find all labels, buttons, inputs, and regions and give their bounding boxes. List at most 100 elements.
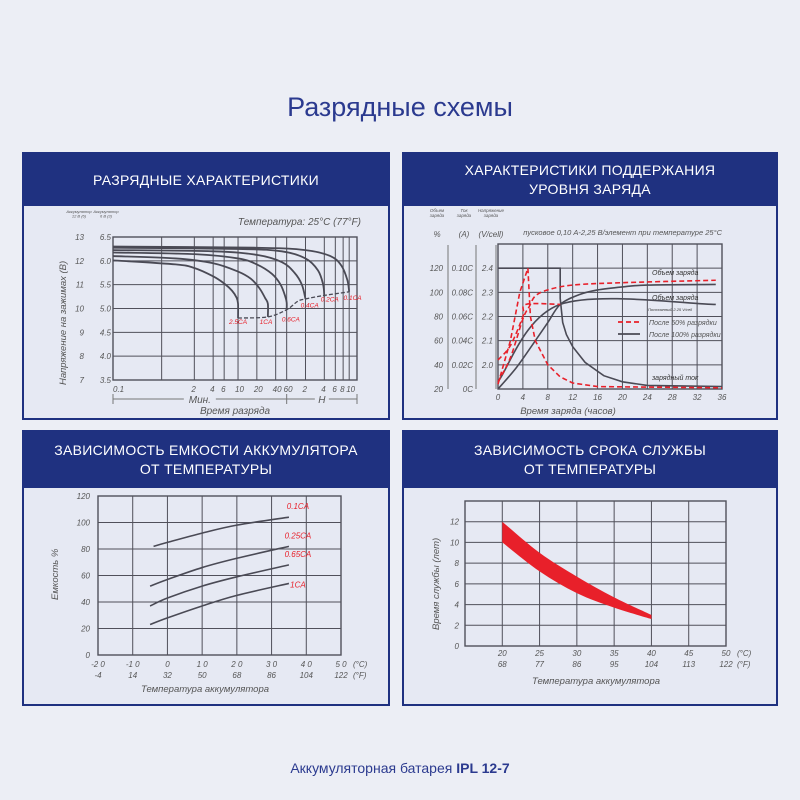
group-label-bg [314, 393, 329, 405]
axis-header-small: Напряжение заряда [478, 208, 505, 218]
y-tick-label-pct: 60 [434, 337, 443, 346]
y-axis-label: Время службы (лет) [431, 538, 442, 630]
y-tick-label: 8 [80, 352, 85, 361]
x-tick-label-c: 40 [647, 649, 656, 658]
series-line-1CA [149, 582, 290, 626]
y-tick-label-6v: 5.0 [100, 305, 112, 314]
panel-title: РАЗРЯДНЫЕ ХАРАКТЕРИСТИКИ [93, 171, 319, 188]
x-tick-label: 16 [593, 393, 602, 402]
x-tick-label: 40 [273, 385, 282, 394]
y-tick-label-A: 0.02C [452, 361, 474, 370]
y-tick-label-pct: 100 [430, 288, 444, 297]
x-axis-label: Время разряда [200, 406, 271, 417]
x-unit-c: (°C) [737, 649, 752, 658]
axis-unit: % [433, 230, 440, 239]
cutoff-line [238, 291, 350, 319]
x-tick-label-c: 35 [610, 649, 619, 658]
y-tick-label: 120 [77, 492, 91, 501]
series-line-1CA [112, 255, 269, 317]
x-tick-label: 8 [546, 393, 551, 402]
y-tick-label-A: 0C [463, 385, 473, 394]
x-tick-label-f: 68 [232, 671, 241, 680]
x-tick-label-f: 104 [645, 660, 659, 669]
x-tick-label-f: -4 [94, 671, 102, 680]
x-tick-label: 60 [284, 385, 293, 394]
y-tick-label-6v: 5.5 [100, 281, 112, 290]
y-tick-label: 12 [75, 257, 84, 266]
y-tick-label-pct: 20 [433, 385, 443, 394]
y-tick-label-pct: 40 [434, 361, 443, 370]
x-tick-label-c: 25 [534, 649, 544, 658]
y-tick-label-6v: 4.0 [100, 352, 112, 361]
y-tick-label-V: 2.3 [481, 288, 494, 297]
chart-title: Температура: 25°C (77°F) [238, 217, 361, 228]
x-tick-label-c: 4 0 [301, 660, 313, 669]
y-header-12v: Аккумулятор 12 В (6) [65, 209, 92, 219]
x-tick-label: 10 [346, 385, 355, 394]
x-tick-label: 6 [332, 385, 337, 394]
plot-frame [464, 500, 727, 647]
x-tick-label-c: 0 [165, 660, 170, 669]
panel-title: ЗАВИСИМОСТЬ ЕМКОСТИ АККУМУЛЯТОРА [54, 442, 358, 458]
series-current-100 [498, 267, 723, 388]
y-tick-label-6v: 6.5 [100, 233, 112, 242]
y-tick-label: 0 [86, 651, 91, 660]
series-label: 0.2CA [321, 296, 339, 303]
x-tick-label-f: 104 [300, 671, 314, 680]
y-tick-label: 10 [75, 305, 84, 314]
series-label: 2.5CA [228, 319, 247, 326]
panel-discharge: РАЗРЯДНЫЕ ХАРАКТЕРИСТИКИ [22, 152, 390, 420]
series-volume-100 [497, 283, 716, 390]
panel-title: ХАРАКТЕРИСТИКИ ПОДДЕРЖАНИЯ [464, 162, 716, 178]
axis-unit: (A) [459, 230, 470, 239]
series-line-0.4CA [112, 249, 307, 300]
annotation: Постоянный 2.25 V/cell [648, 307, 692, 312]
y-tick-label-pct: 120 [430, 264, 444, 273]
y-tick-label-6v: 4.5 [100, 328, 112, 337]
y-tick-label-V: 2.0 [481, 361, 494, 370]
series-line-0.1CA [112, 245, 351, 292]
x-tick-label: 0.1 [113, 385, 124, 394]
series-label: 0.25CA [285, 531, 312, 540]
y-axis-label: Емкость % [50, 548, 61, 600]
x-tick-label-c: 20 [497, 649, 507, 658]
panel-header: ЗАВИСИМОСТЬ ЕМКОСТИ АККУМУЛЯТОРА ОТ ТЕМПЕ… [24, 432, 388, 488]
series-label: 0.1CA [287, 502, 309, 511]
series-current-50 [497, 267, 723, 389]
y-tick-label-A: 0.04C [452, 337, 474, 346]
y-header-6v: Аккумулятор 6 В (3) [92, 209, 119, 219]
series-label: 0.6CA [282, 317, 300, 324]
panel-title: ОТ ТЕМПЕРАТУРЫ [139, 461, 273, 477]
x-tick-label: 24 [642, 393, 652, 402]
x-tick-label: 4 [321, 385, 326, 394]
plot-frame [497, 243, 723, 390]
series-label: 0.4CA [301, 302, 319, 309]
x-tick-label: 2 [301, 385, 307, 394]
legend-label: После 50% разрядки [649, 319, 717, 327]
axis-header-small: Ток заряда [456, 208, 472, 218]
y-tick-label: 2 [454, 621, 460, 630]
panel-header: ЗАВИСИМОСТЬ СРОКА СЛУЖБЫ ОТ ТЕМПЕРАТУРЫ [404, 432, 776, 488]
series-label: 1CA [260, 319, 273, 326]
x-unit-c: (°C) [353, 660, 368, 669]
series-line-0.1CA [153, 516, 290, 548]
x-tick-label-f: 14 [128, 671, 137, 680]
x-tick-label-f: 95 [610, 660, 619, 669]
panel-title: ЗАВИСИМОСТЬ СРОКА СЛУЖБЫ [473, 442, 707, 458]
x-tick-label: 0 [496, 393, 501, 402]
x-tick-label: 2 [190, 385, 196, 394]
x-tick-label-f: 50 [198, 671, 207, 680]
y-tick-label-6v: 3.5 [100, 376, 112, 385]
x-axis-label: Температура аккумулятора [141, 684, 269, 695]
y-tick-label: 60 [81, 572, 90, 581]
y-tick-label: 100 [77, 519, 91, 528]
series-line-0.6CA [112, 251, 288, 310]
y-tick-label: 12 [450, 518, 459, 527]
x-tick-label-f: 113 [682, 660, 695, 669]
annotation: Объем заряда [652, 294, 699, 302]
x-group-label: H [318, 395, 326, 406]
series-line-0.2CA [112, 246, 326, 297]
x-tick-label-c: 5 0 [335, 660, 347, 669]
axis-header-small: Объем заряда [429, 208, 445, 218]
chart-title: пусковое 0,10 А-2,25 В/элемент при темпе… [523, 228, 722, 237]
